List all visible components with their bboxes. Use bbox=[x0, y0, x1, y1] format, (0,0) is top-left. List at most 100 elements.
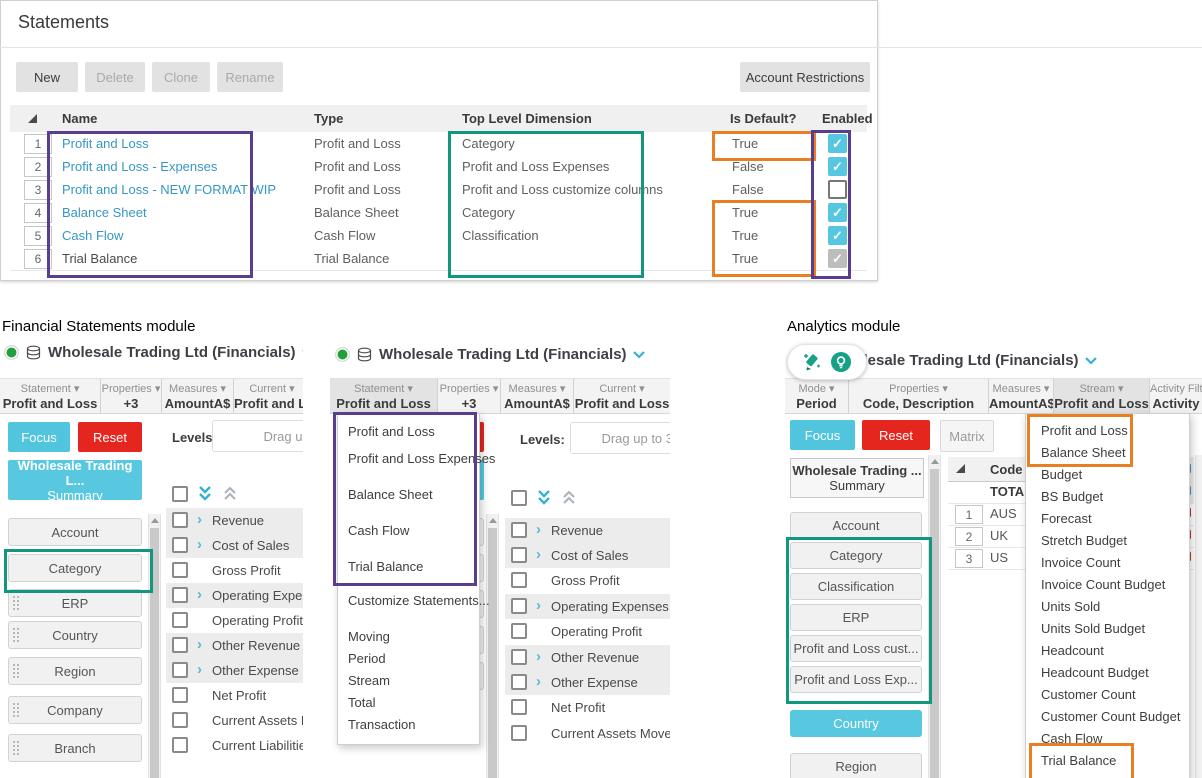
statement-link[interactable]: Profit and Loss - NEW FORMAT WIP bbox=[62, 182, 277, 197]
column-is-default[interactable]: Is Default? bbox=[730, 111, 797, 126]
measures-menu[interactable]: Measures ▾ AmountA$ bbox=[988, 379, 1053, 413]
menu-item[interactable]: Customer Count bbox=[1041, 686, 1136, 702]
reset-button[interactable]: Reset bbox=[78, 422, 142, 452]
menu-item[interactable]: Profit and Loss Expenses bbox=[348, 450, 496, 466]
menu-item[interactable]: Profit and Loss bbox=[1041, 422, 1128, 438]
statement-name[interactable]: Trial Balance bbox=[62, 251, 138, 266]
menu-item[interactable]: Period bbox=[348, 650, 386, 666]
menu-item[interactable]: Cash Flow bbox=[1041, 730, 1103, 746]
properties-menu[interactable]: Properties ▾ +3 bbox=[437, 379, 500, 413]
row-number[interactable]: 6 bbox=[24, 249, 52, 269]
dimension-company[interactable]: Company bbox=[8, 696, 142, 724]
menu-item[interactable]: Moving bbox=[348, 628, 390, 644]
expand-chevron-icon[interactable]: › bbox=[197, 536, 202, 553]
clone-button[interactable]: Clone bbox=[152, 62, 210, 92]
menu-item[interactable]: Balance Sheet bbox=[348, 486, 433, 502]
summary-box[interactable]: Wholesale Trading ... Summary bbox=[790, 458, 924, 498]
item-checkbox[interactable] bbox=[172, 587, 188, 603]
menu-item[interactable]: BS Budget bbox=[1041, 488, 1104, 504]
column-name[interactable]: Name bbox=[62, 111, 98, 126]
current-menu[interactable]: Current ▾ Profit and Loss bbox=[573, 379, 670, 413]
menu-item[interactable]: Profit and Loss bbox=[348, 423, 435, 439]
dimension-erp[interactable]: ERP bbox=[790, 604, 922, 631]
expand-chevron-icon[interactable]: › bbox=[536, 673, 541, 690]
statement-menu-open[interactable]: Statement ▾ Profit and Loss bbox=[330, 379, 437, 413]
dimension-category[interactable]: Category bbox=[8, 554, 142, 582]
menu-item[interactable]: Trial Balance bbox=[1041, 752, 1117, 768]
statement-link[interactable]: Profit and Loss bbox=[62, 136, 149, 151]
measures-menu[interactable]: Measures ▾ AmountA$ bbox=[161, 379, 233, 413]
enabled-checkbox[interactable] bbox=[828, 180, 847, 199]
drag-handle-icon[interactable] bbox=[12, 663, 19, 679]
expand-all-icon[interactable] bbox=[537, 489, 551, 507]
scroll-up-icon[interactable] bbox=[151, 518, 159, 523]
item-checkbox[interactable] bbox=[172, 512, 188, 528]
chevron-down-icon[interactable] bbox=[1085, 357, 1097, 365]
stream-menu-open[interactable]: Stream ▾ Profit and Loss bbox=[1053, 379, 1149, 413]
select-all-triangle-icon[interactable] bbox=[28, 114, 37, 123]
row-number[interactable]: 3 bbox=[955, 549, 983, 568]
row-number[interactable]: 1 bbox=[955, 505, 983, 524]
item-checkbox[interactable] bbox=[511, 725, 527, 741]
entity-selector[interactable]: Wholesale Trading Ltd (Financials) bbox=[335, 346, 645, 363]
statement-menu[interactable]: Statement ▾ Profit and Loss bbox=[2, 383, 98, 411]
menu-item[interactable]: Stream bbox=[348, 672, 390, 688]
menu-item[interactable]: Customer Count Budget bbox=[1041, 708, 1181, 724]
row-number[interactable]: 5 bbox=[24, 226, 52, 246]
expand-chevron-icon[interactable]: › bbox=[536, 597, 541, 614]
summary-box[interactable]: Wholesale Trading L... Summary bbox=[8, 458, 142, 503]
select-all-checkbox[interactable] bbox=[172, 486, 188, 502]
item-checkbox[interactable] bbox=[172, 562, 188, 578]
dimension-branch[interactable]: Branch bbox=[8, 734, 142, 762]
expand-chevron-icon[interactable]: › bbox=[197, 511, 202, 528]
select-all-triangle-icon[interactable] bbox=[956, 464, 965, 473]
menu-item[interactable]: Trial Balance bbox=[348, 558, 424, 574]
menu-item[interactable]: Budget bbox=[1041, 466, 1083, 482]
menu-item[interactable]: Stretch Budget bbox=[1041, 532, 1127, 548]
item-checkbox[interactable] bbox=[511, 572, 527, 588]
menu-item[interactable]: Cash Flow bbox=[348, 522, 410, 538]
enabled-checkbox[interactable]: ✓ bbox=[828, 157, 847, 176]
expand-chevron-icon[interactable]: › bbox=[197, 661, 202, 678]
dimension-account[interactable]: Account bbox=[790, 512, 922, 539]
levels-input[interactable]: Drag up to 3 bbox=[212, 420, 303, 452]
select-all-checkbox[interactable] bbox=[511, 490, 527, 506]
dimension-pl-customize[interactable]: Profit and Loss cust... bbox=[790, 635, 922, 662]
mode-menu[interactable]: Mode ▾ Period bbox=[796, 383, 837, 411]
item-checkbox[interactable] bbox=[172, 662, 188, 678]
delete-button[interactable]: Delete bbox=[85, 62, 145, 92]
row-number[interactable]: 2 bbox=[955, 527, 983, 546]
item-checkbox[interactable] bbox=[511, 522, 527, 538]
row-number[interactable]: 4 bbox=[24, 203, 52, 223]
statement-link[interactable]: Cash Flow bbox=[62, 228, 124, 243]
entity-selector[interactable]: Wholesale Trading Ltd (Financials) bbox=[4, 344, 303, 361]
rename-button[interactable]: Rename bbox=[217, 62, 283, 92]
statement-link[interactable]: Balance Sheet bbox=[62, 205, 147, 220]
scrollbar[interactable] bbox=[486, 514, 499, 778]
menu-item[interactable]: Balance Sheet bbox=[1041, 444, 1126, 460]
menu-item[interactable]: Units Sold Budget bbox=[1041, 620, 1146, 636]
drag-handle-icon[interactable] bbox=[12, 595, 19, 611]
scroll-up-icon[interactable] bbox=[931, 459, 939, 464]
new-button[interactable]: New bbox=[16, 62, 78, 92]
enabled-checkbox[interactable]: ✓ bbox=[828, 203, 847, 222]
dimension-account[interactable]: Account bbox=[8, 518, 142, 546]
enabled-checkbox[interactable]: ✓ bbox=[828, 134, 847, 153]
row-number[interactable]: 3 bbox=[24, 180, 52, 200]
focus-button[interactable]: Focus bbox=[8, 422, 70, 452]
dimension-country[interactable]: Country bbox=[8, 621, 142, 649]
account-restrictions-button[interactable]: Account Restrictions bbox=[740, 62, 870, 92]
dimension-country-selected[interactable]: Country bbox=[790, 710, 922, 737]
focus-button[interactable]: Focus bbox=[790, 420, 855, 450]
drag-handle-icon[interactable] bbox=[12, 627, 19, 643]
scrollbar[interactable] bbox=[148, 514, 161, 778]
enabled-checkbox[interactable]: ✓ bbox=[828, 249, 847, 268]
chevron-down-icon[interactable] bbox=[632, 350, 645, 359]
dimension-pl-expenses[interactable]: Profit and Loss Exp... bbox=[790, 666, 922, 693]
expand-chevron-icon[interactable]: › bbox=[536, 648, 541, 665]
expand-chevron-icon[interactable]: › bbox=[197, 586, 202, 603]
item-checkbox[interactable] bbox=[511, 623, 527, 639]
item-checkbox[interactable] bbox=[172, 637, 188, 653]
column-dimension[interactable]: Top Level Dimension bbox=[462, 111, 592, 126]
statement-link[interactable]: Profit and Loss - Expenses bbox=[62, 159, 218, 174]
